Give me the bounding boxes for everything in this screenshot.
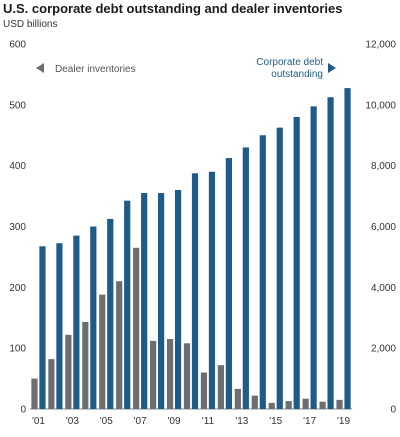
left-y-tick-label: 300 [9,222,26,233]
dealer-inventory-bar [319,401,326,409]
x-tick-label: '03 [66,416,79,427]
dealer-inventory-bar [234,388,241,409]
legend-corporate-debt-line-1: Corporate debt [256,57,323,68]
dealer-inventory-bar [285,401,292,409]
dealer-inventory-bar [217,365,224,409]
corporate-debt-bar [39,246,46,409]
left-y-tick-label: 100 [9,344,26,355]
right-y-tick-label: 2,000 [371,344,396,355]
dealer-inventory-bar [99,294,106,409]
corporate-debt-bar [73,235,80,410]
dealer-inventory-bar [48,359,55,409]
corporate-debt-bar [56,243,63,409]
left-y-tick-label: 500 [9,100,26,111]
x-tick-label: '07 [134,416,147,427]
right-y-tick-label: 4,000 [371,283,396,294]
corporate-debt-bar [259,135,266,409]
corporate-debt-bar [208,171,216,409]
dealer-inventory-bar [82,322,89,409]
plot-area: 0 100 200 300 400 500 600 0 2,000 4,000 6,000 8,000… [9,40,396,428]
corporate-debt-bar [327,97,334,409]
corporate-debt-bar [225,158,232,409]
corporate-debt-bar [141,193,148,409]
left-arrow-icon [36,63,44,73]
corporate-debt-bar [191,173,199,409]
corporate-debt-bar [90,226,97,409]
right-y-tick-label: 0 [390,405,396,416]
chart-subtitle: USD billions [3,19,57,30]
legend-dealer-inventories: Dealer inventories [55,64,136,75]
dealer-inventory-bar [166,339,174,409]
corporate-debt-bar [174,190,182,409]
left-y-tick-label: 200 [9,283,26,294]
right-y-tick-label: 12,000 [365,40,396,51]
right-y-tick-label: 10,000 [365,100,396,111]
right-y-tick-label: 8,000 [371,161,396,172]
corporate-debt-bar [276,127,283,410]
corporate-debt-bar [344,88,351,409]
dealer-inventory-bar [150,340,157,409]
corporate-debt-bar [310,106,317,409]
corporate-debt-bar [242,147,249,410]
dealer-inventory-bar [336,399,343,410]
chart-title: U.S. corporate debt outstanding and deal… [3,1,343,16]
x-tick-label: '15 [269,416,282,427]
dealer-inventory-bar [65,334,72,409]
dealer-inventory-bar [116,281,123,409]
dealer-inventory-bar [200,372,208,409]
x-tick-label: '11 [202,416,215,427]
x-tick-label: '17 [303,416,316,427]
x-tick-label: '13 [235,416,248,427]
corporate-debt-bar [293,117,300,409]
right-arrow-icon [328,63,336,73]
dealer-inventory-bar [133,247,140,409]
legend-corporate-debt-line-2: outstanding [271,69,323,80]
left-y-tick-label: 400 [9,161,26,172]
corporate-debt-bar [158,193,165,409]
x-tick-label: '05 [100,416,113,427]
dealer-inventory-bar [268,402,275,409]
corporate-debt-bar [107,218,114,409]
x-tick-label: '09 [168,416,181,427]
dealer-inventory-bar [31,378,38,409]
dealer-inventory-bar [251,395,258,409]
corporate-debt-bar [124,200,131,409]
x-tick-label: '01 [32,416,45,427]
left-y-tick-label: 600 [9,40,26,51]
x-tick-label: '19 [337,416,350,427]
left-y-tick-label: 0 [20,405,26,416]
dealer-inventory-bar [183,343,191,409]
dealer-inventory-bar [302,398,309,409]
right-y-tick-label: 6,000 [371,222,396,233]
